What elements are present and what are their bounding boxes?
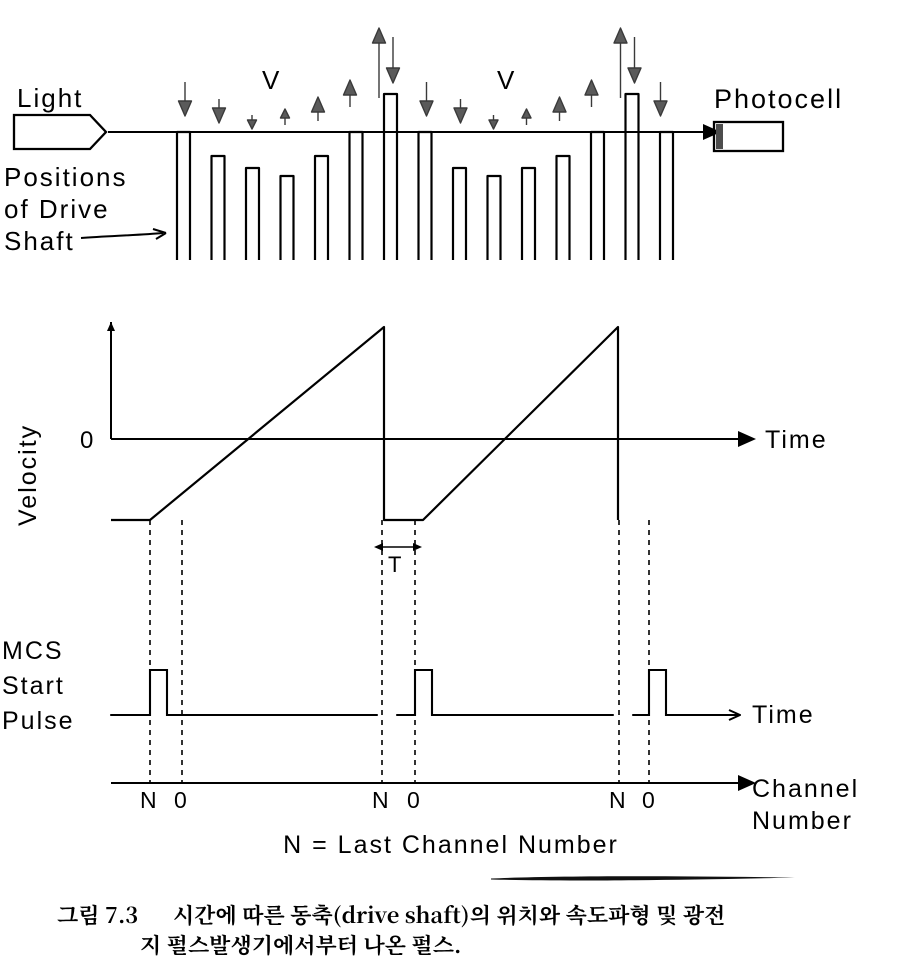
svg-text:Velocity: Velocity bbox=[14, 424, 42, 526]
svg-text:V: V bbox=[497, 65, 515, 95]
svg-text:T: T bbox=[388, 552, 401, 577]
svg-text:0: 0 bbox=[174, 787, 187, 813]
svg-text:Time: Time bbox=[765, 426, 828, 454]
svg-text:of Drive: of Drive bbox=[4, 194, 110, 224]
svg-text:Number: Number bbox=[752, 807, 853, 835]
svg-text:0: 0 bbox=[80, 427, 93, 454]
svg-text:0: 0 bbox=[642, 787, 655, 813]
svg-text:Photocell: Photocell bbox=[714, 84, 843, 114]
svg-text:시간에 따른 동축(drive shaft)의 위치와 속도: 시간에 따른 동축(drive shaft)의 위치와 속도파형 및 광전 bbox=[173, 899, 725, 930]
svg-text:Channel: Channel bbox=[752, 775, 859, 803]
svg-text:Positions: Positions bbox=[4, 162, 128, 192]
svg-text:N: N bbox=[372, 787, 389, 813]
svg-text:V: V bbox=[262, 65, 280, 95]
svg-text:0: 0 bbox=[407, 787, 420, 813]
svg-text:N = Last Channel Number: N = Last Channel Number bbox=[283, 831, 619, 859]
svg-text:Time: Time bbox=[752, 701, 815, 729]
svg-text:Shaft: Shaft bbox=[4, 226, 75, 256]
svg-text:지 펄스발생기에서부터 나온 펄스.: 지 펄스발생기에서부터 나온 펄스. bbox=[140, 929, 461, 960]
svg-text:Light: Light bbox=[17, 83, 83, 113]
svg-text:N: N bbox=[140, 787, 157, 813]
svg-text:Start: Start bbox=[2, 672, 65, 700]
svg-text:Pulse: Pulse bbox=[2, 707, 75, 735]
svg-text:그림 7.3: 그림 7.3 bbox=[57, 899, 138, 930]
svg-text:N: N bbox=[609, 787, 626, 813]
svg-text:MCS: MCS bbox=[2, 637, 64, 665]
